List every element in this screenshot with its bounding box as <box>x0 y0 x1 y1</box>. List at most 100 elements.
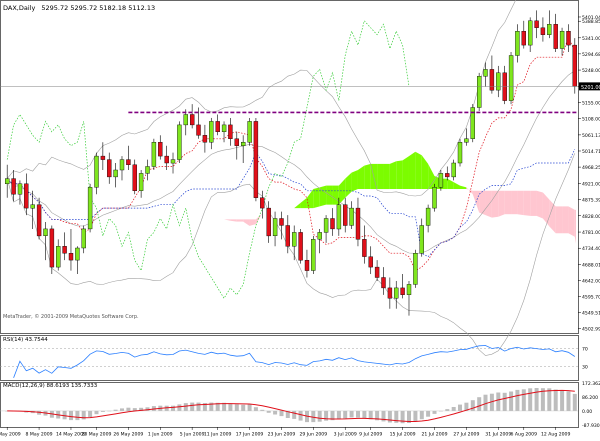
time-tick-label: 9 Jul 2009 <box>359 432 382 438</box>
current-price-label: 5201.00 <box>581 85 600 91</box>
candle-bear <box>355 207 361 240</box>
cloud-segment <box>530 190 537 216</box>
candle-bull <box>323 218 329 233</box>
macd-bar <box>464 402 469 411</box>
cloud-segment <box>351 169 358 192</box>
rsi-panel[interactable]: 70 30 <box>0 345 588 378</box>
macd-bar <box>528 388 533 411</box>
cloud-segment <box>300 197 307 209</box>
price-tick-label: 4688.01 <box>582 262 600 268</box>
ichimoku-lines <box>6 20 576 299</box>
cloud-segment <box>453 182 461 190</box>
cloud-segment <box>421 155 429 190</box>
time-tick-label: 21 Jul 2009 <box>422 432 448 438</box>
cloud-segment <box>396 160 403 190</box>
candle-bear <box>534 20 539 28</box>
macd-bar <box>445 409 450 411</box>
candle-bear <box>49 228 55 268</box>
candle-bear <box>553 24 558 49</box>
macd-bar <box>75 410 80 421</box>
macd-bar <box>311 410 316 423</box>
candle-bear <box>330 218 335 230</box>
candle-bear <box>368 256 373 268</box>
rsi-line <box>13 345 576 378</box>
candle-bear <box>521 31 526 46</box>
price-tick-label: 5341.00 <box>582 36 600 42</box>
candle-bear <box>24 183 29 209</box>
cloud-segment <box>313 187 320 209</box>
chikou-line <box>6 20 410 299</box>
candle-bull <box>170 159 176 164</box>
price-tick-label: 4781.00 <box>582 230 600 236</box>
candle-bear <box>62 246 67 254</box>
macd-bar <box>496 392 501 411</box>
macd-bar <box>458 404 462 411</box>
bollinger-middle <box>6 70 575 254</box>
macd-bar <box>164 405 169 411</box>
macd-bar <box>253 407 258 411</box>
candle-bear <box>215 121 220 133</box>
macd-bar <box>426 410 431 417</box>
macd-bar <box>177 404 182 411</box>
macd-bar <box>241 404 246 411</box>
bollinger-lower <box>6 153 576 356</box>
macd-bar <box>132 408 137 411</box>
candle-bear <box>126 159 131 166</box>
cloud-segment <box>294 202 301 209</box>
cloud-segment <box>236 219 244 222</box>
candle-bull <box>81 228 86 249</box>
candle-bear <box>164 155 169 164</box>
candle-bull <box>419 225 424 254</box>
copyright-text: MetaTrader, © 2001-2009 MetaQuotes Softw… <box>3 313 139 320</box>
candle-bull <box>145 166 150 174</box>
candle-bull <box>4 178 10 185</box>
cloud-segment <box>460 185 467 190</box>
macd-bar <box>547 388 552 411</box>
candle-bear <box>68 252 74 261</box>
price-tick-label: 4875.39 <box>582 197 600 203</box>
chart-title-symbol: DAX,Daily <box>3 4 35 12</box>
rsi-label: RSI(14) 43.7544 <box>3 337 48 343</box>
candle-bull <box>317 232 322 240</box>
time-tick-label: 29 Jun 2009 <box>300 432 328 438</box>
candle-bear <box>189 114 195 126</box>
macd-bar <box>534 388 539 411</box>
cloud-segment <box>574 209 576 244</box>
candle-bear <box>132 164 138 192</box>
candle-bear <box>400 287 405 295</box>
cloud-segment <box>498 190 505 217</box>
candle-bear <box>228 124 233 140</box>
cloud-segment <box>549 199 556 234</box>
cloud-segment <box>555 206 563 234</box>
rsi-level-label: 30 <box>582 365 588 371</box>
macd-bar <box>120 408 124 411</box>
candle-bear <box>266 207 271 237</box>
macd-bar <box>407 410 411 423</box>
macd-bar <box>171 405 175 411</box>
macd-bar <box>81 410 86 420</box>
candle-bear <box>343 204 348 226</box>
macd-bar <box>330 410 335 421</box>
candle-bear <box>387 287 393 299</box>
candle-bear <box>253 121 259 198</box>
macd-bar <box>419 410 424 420</box>
macd-tick-label: 0.00 <box>582 409 592 415</box>
candle-bear <box>100 155 106 160</box>
candle-bear <box>234 138 240 146</box>
candle-bull <box>432 187 437 209</box>
candle-bull <box>221 124 227 133</box>
candle-bull <box>17 183 23 195</box>
macd-bar <box>356 410 360 418</box>
price-tick-label: 5061.13 <box>582 133 600 139</box>
macd-bar <box>560 390 565 411</box>
macd-label: MACD(12,26,9) 88.6193 135.7333 <box>3 383 98 389</box>
candles <box>4 10 577 316</box>
price-tick-label: 4968.25 <box>582 165 600 171</box>
macd-bar <box>202 403 207 411</box>
macd-bar <box>336 410 341 419</box>
macd-panel[interactable]: 172.362 86.200 0.00 -87.930 <box>0 381 600 429</box>
candle-bull <box>292 232 297 247</box>
